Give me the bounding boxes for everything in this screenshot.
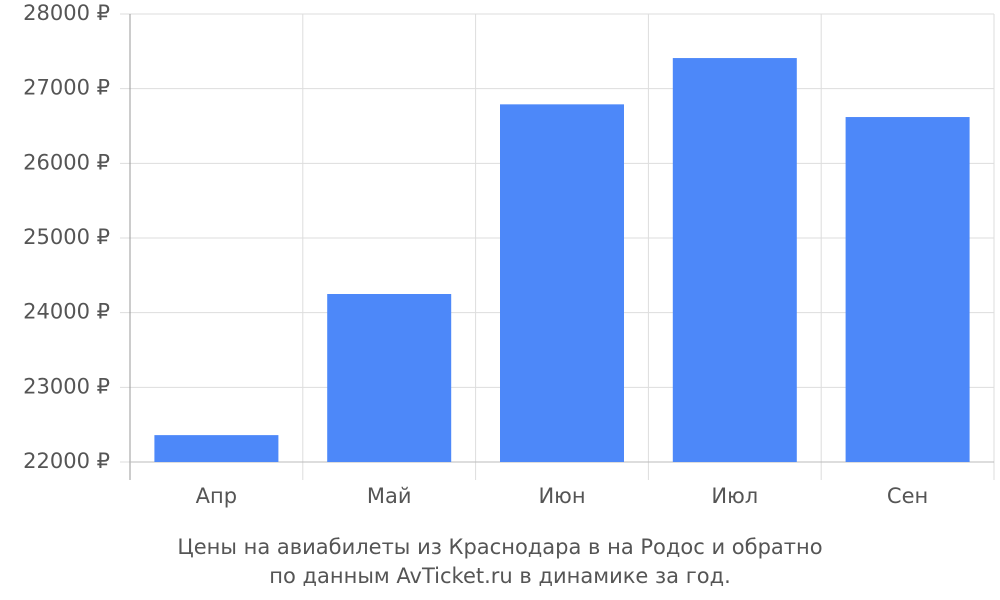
y-tick-label: 27000 ₽ [23, 76, 110, 100]
bar [672, 58, 797, 462]
y-tick-label: 28000 ₽ [23, 1, 110, 25]
y-tick-label: 26000 ₽ [23, 150, 110, 174]
x-tick-label: Апр [196, 484, 237, 508]
y-tick-label: 24000 ₽ [23, 300, 110, 324]
bar [327, 294, 452, 462]
bar [154, 435, 279, 462]
caption: по данным AvTicket.ru в динамике за год. [269, 564, 731, 588]
x-tick-label: Июн [538, 484, 585, 508]
y-tick-label: 22000 ₽ [23, 449, 110, 473]
bar [500, 104, 624, 462]
x-tick-label: Сен [887, 484, 928, 508]
x-tick-label: Май [367, 484, 412, 508]
x-tick-label: Июл [711, 484, 758, 508]
caption: Цены на авиабилеты из Краснодара в на Ро… [177, 535, 822, 559]
y-tick-label: 25000 ₽ [23, 225, 110, 249]
y-tick-label: 23000 ₽ [23, 374, 110, 398]
bar [845, 117, 970, 462]
